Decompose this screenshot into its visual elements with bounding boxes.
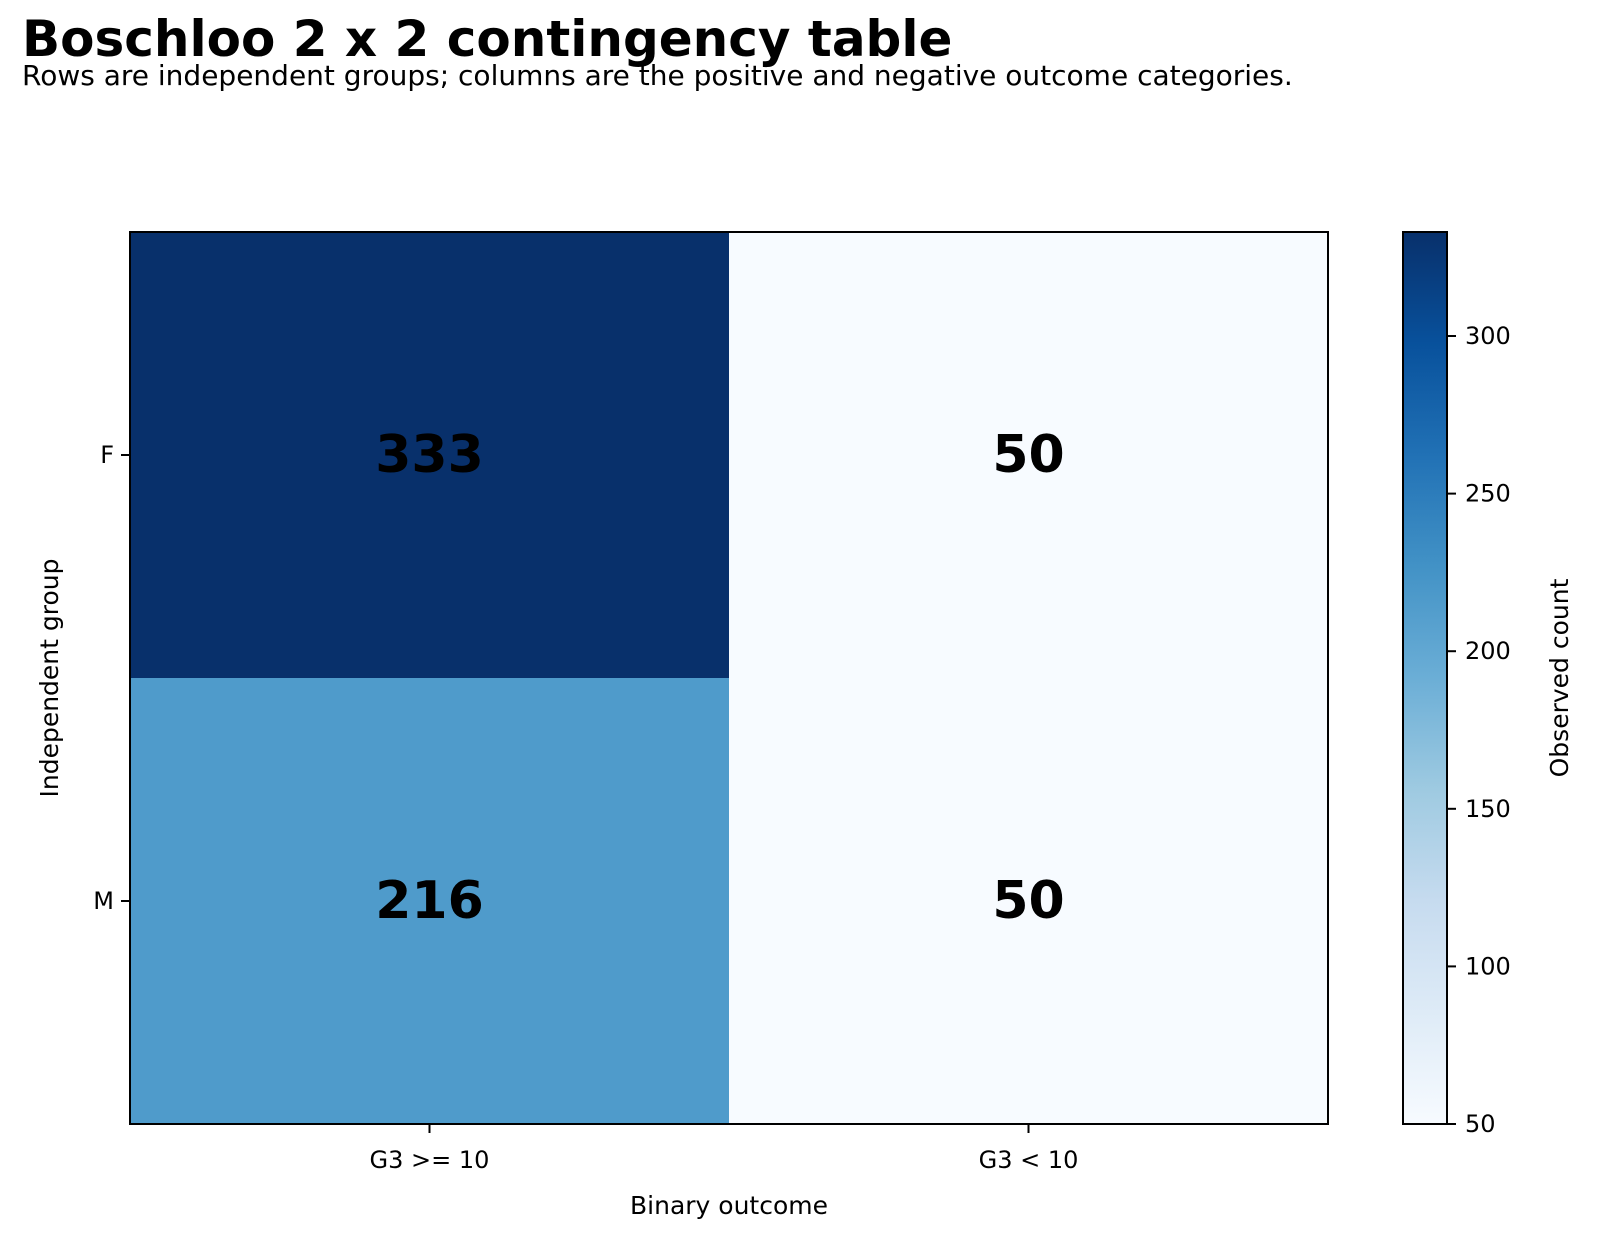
heatmap-cell [729,232,1329,679]
y-axis-label: Independent group [35,558,64,797]
y-axis-ticks: FM [93,441,130,915]
chart-title: Boschloo 2 x 2 contingency table [22,10,953,68]
colorbar-tick-label: 250 [1465,480,1511,508]
colorbar [1402,231,1448,1125]
colorbar-tick-label: 150 [1465,795,1511,823]
chart-subtitle: Rows are independent groups; columns are… [22,59,1293,92]
plot-frame [129,231,1329,1125]
cell-value-label: 50 [992,425,1064,485]
x-tick-label: G3 < 10 [979,1146,1079,1174]
heatmap-cell [130,232,730,679]
cell-value-label: 333 [375,425,484,485]
cell-value-label: 216 [375,871,484,931]
colorbar-ticks: 50 100 150 200 250 300 [1447,322,1511,1138]
heatmap-cells [130,232,1329,1125]
colorbar-label: Observed count [1545,578,1574,777]
cell-value-labels: 333 50 216 50 [375,425,1064,931]
colorbar-tick-label: 50 [1465,1110,1496,1138]
x-axis-label: Binary outcome [630,1191,828,1220]
x-axis-ticks: G3 >= 10 G3 < 10 [370,1124,1079,1174]
colorbar-tick-label: 200 [1465,637,1511,665]
x-tick-label: G3 >= 10 [370,1146,490,1174]
colorbar-tick-label: 100 [1465,952,1511,980]
y-tick-label: F [100,441,114,469]
y-tick-label: M [93,887,114,915]
cell-value-label: 50 [992,871,1064,931]
colorbar-tick-label: 300 [1465,322,1511,350]
heatmap-cell [729,678,1329,1125]
heatmap-cell [130,678,730,1125]
